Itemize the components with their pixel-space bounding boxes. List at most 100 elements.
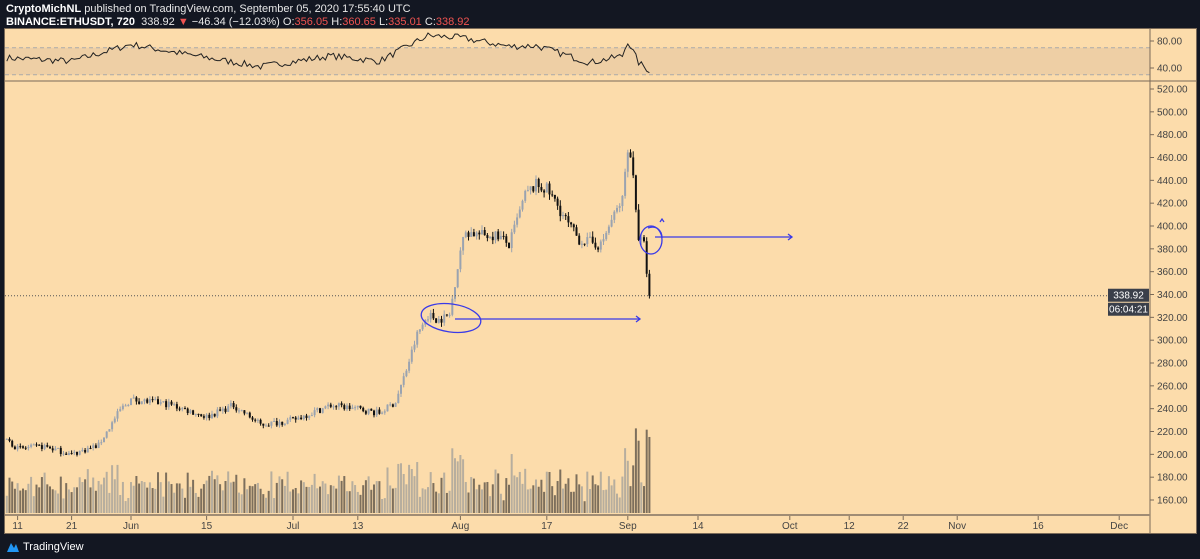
candle — [451, 298, 454, 315]
candle — [351, 407, 354, 410]
chart-frame[interactable] — [4, 28, 1197, 534]
candle — [262, 423, 265, 426]
candle — [229, 403, 232, 407]
volume-bar — [643, 486, 645, 513]
volume-bar — [181, 488, 184, 513]
candle — [508, 242, 510, 249]
candle — [605, 232, 608, 240]
volume-bar — [224, 480, 227, 513]
volume-bar — [578, 484, 581, 513]
volume-bar — [340, 480, 343, 513]
volume-bar — [127, 497, 130, 513]
time-tick-label: 13 — [352, 521, 364, 532]
candle — [373, 410, 375, 416]
volume-bar — [111, 465, 114, 513]
candle — [370, 408, 373, 411]
volume-bar — [305, 486, 308, 513]
author[interactable]: CryptoMichNL — [6, 3, 82, 15]
volume-bar — [553, 495, 556, 513]
tradingview-logo[interactable]: TradingView — [6, 541, 84, 553]
volume-bar — [24, 490, 27, 513]
candle — [130, 398, 132, 406]
volume-bar — [159, 482, 162, 513]
volume-bar — [54, 490, 57, 513]
candle — [397, 393, 400, 404]
candle — [216, 409, 219, 417]
candle — [167, 401, 170, 408]
candle — [289, 417, 292, 420]
volume-bar — [273, 498, 276, 513]
volume-bar — [529, 488, 532, 513]
candle — [645, 241, 648, 274]
volume-bar — [46, 484, 49, 513]
candle — [354, 407, 357, 409]
candle — [62, 453, 65, 455]
price-tick-label: 420.00 — [1157, 199, 1188, 210]
volume-bar — [575, 474, 578, 513]
candle — [378, 409, 381, 414]
volume-bar — [378, 481, 381, 513]
price-tick-label: 360.00 — [1157, 267, 1188, 278]
candle — [505, 236, 508, 243]
candle — [27, 446, 30, 448]
candle — [11, 440, 14, 447]
volume-bar — [270, 471, 273, 513]
candle — [543, 190, 546, 193]
volume-bar — [243, 478, 246, 513]
candle — [562, 215, 564, 217]
time-tick-label: 16 — [1033, 521, 1045, 532]
volume-bar — [613, 479, 616, 513]
volume-bar — [591, 475, 594, 513]
volume-bar — [637, 440, 640, 513]
volume-bar — [229, 482, 232, 513]
candle — [324, 406, 327, 409]
volume-bar — [402, 473, 405, 513]
candle — [305, 415, 308, 419]
volume-bar — [462, 459, 465, 513]
volume-bar — [219, 484, 222, 513]
candle — [259, 419, 262, 424]
volume-bar — [416, 462, 419, 513]
volume-bar — [27, 483, 30, 513]
candle — [78, 451, 81, 455]
volume-bar — [246, 489, 249, 513]
annotation-ellipse-support[interactable] — [419, 300, 482, 336]
volume-bar — [143, 482, 146, 513]
candle — [46, 445, 49, 447]
candle — [19, 446, 22, 448]
candle — [553, 194, 556, 199]
volume-bar — [324, 483, 327, 513]
candle — [427, 319, 429, 321]
axes: 520.00 500.00 480.00 460.00 440.00 420.00 400.… — [5, 29, 1196, 533]
time-tick-label: 22 — [898, 521, 910, 532]
candle — [111, 422, 114, 430]
volume-bar — [51, 489, 54, 513]
candle — [502, 235, 505, 237]
candle — [389, 404, 392, 406]
candle — [386, 404, 389, 412]
candle — [146, 399, 149, 403]
volume-bar — [381, 499, 384, 513]
candle — [281, 421, 284, 425]
symbol[interactable]: BINANCE:ETHUSDT, 720 — [6, 16, 135, 28]
candle — [640, 237, 643, 240]
candle — [413, 344, 416, 350]
volume-bar — [518, 471, 521, 513]
volume-bar — [337, 475, 340, 513]
candle — [340, 403, 343, 406]
candle — [435, 318, 438, 323]
volume-bar — [86, 469, 89, 513]
candle — [135, 397, 138, 402]
volume-bar — [408, 464, 411, 513]
annotation-ellipse-retest[interactable] — [639, 225, 663, 255]
volume-bar — [551, 486, 554, 513]
candle — [367, 408, 370, 414]
volume-bar — [108, 492, 111, 513]
volume-bar — [81, 482, 84, 513]
candle — [327, 404, 330, 407]
volume-bar — [213, 479, 216, 513]
candle — [94, 445, 97, 448]
volume-bar — [375, 481, 378, 513]
volume-bar — [119, 495, 122, 513]
